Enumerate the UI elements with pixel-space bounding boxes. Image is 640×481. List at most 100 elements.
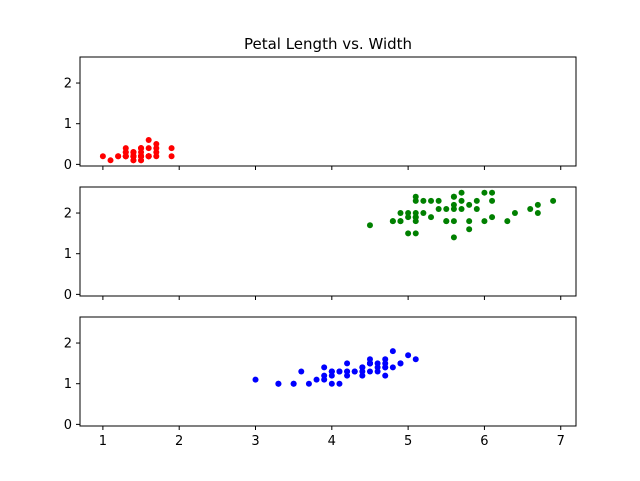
data-point: [374, 364, 381, 371]
x-tick-label: 5: [404, 434, 412, 449]
data-point: [99, 153, 106, 160]
x-tick-label: 3: [251, 434, 259, 449]
data-point: [328, 372, 335, 379]
data-point: [412, 197, 419, 204]
data-point: [366, 356, 373, 363]
data-point: [153, 153, 160, 160]
data-point: [458, 189, 465, 196]
y-tick-label: 1: [64, 377, 72, 392]
data-point: [466, 218, 473, 225]
data-point: [107, 157, 114, 164]
data-point: [321, 372, 328, 379]
data-point: [443, 218, 450, 225]
y-tick-label: 1: [64, 247, 72, 262]
data-point: [428, 197, 435, 204]
data-point: [458, 205, 465, 212]
y-tick-label: 2: [64, 207, 72, 222]
data-point: [366, 368, 373, 375]
data-point: [366, 222, 373, 229]
subplot-2: 0 1 2: [64, 186, 577, 303]
data-point: [412, 356, 419, 363]
data-point: [382, 372, 389, 379]
y-tick-label: 2: [64, 77, 72, 92]
series-2: [366, 189, 557, 241]
data-point: [145, 153, 152, 160]
data-point: [428, 214, 435, 221]
data-point: [458, 197, 465, 204]
data-point: [359, 372, 366, 379]
data-point: [115, 153, 122, 160]
data-point: [130, 153, 137, 160]
data-point: [305, 380, 312, 387]
data-point: [336, 380, 343, 387]
data-point: [290, 380, 297, 387]
data-point: [336, 368, 343, 375]
data-point: [328, 380, 335, 387]
data-point: [397, 218, 404, 225]
data-point: [412, 230, 419, 237]
x-tick-label: 4: [328, 434, 336, 449]
data-point: [450, 218, 457, 225]
data-point: [534, 201, 541, 208]
data-point: [405, 352, 412, 359]
data-point: [534, 210, 541, 217]
data-point: [298, 368, 305, 375]
data-point: [550, 197, 557, 204]
x-tick-label: 1: [99, 434, 107, 449]
data-point: [405, 230, 412, 237]
data-point: [473, 205, 480, 212]
data-point: [435, 197, 442, 204]
data-point: [527, 205, 534, 212]
data-point: [168, 145, 175, 152]
chart-title: Petal Length vs. Width: [244, 35, 412, 53]
data-point: [481, 189, 488, 196]
data-point: [275, 380, 282, 387]
data-point: [138, 145, 145, 152]
data-point: [344, 368, 351, 375]
y-tick-label: 2: [64, 337, 72, 352]
data-point: [397, 210, 404, 217]
data-point: [489, 197, 496, 204]
data-point: [405, 214, 412, 221]
data-point: [382, 360, 389, 367]
subplot-3: 0 1 2 1 2 3 4 5 6 7: [64, 316, 577, 449]
data-point: [153, 141, 160, 148]
data-point: [466, 201, 473, 208]
data-point: [351, 368, 358, 375]
data-point: [435, 205, 442, 212]
data-point: [420, 210, 427, 217]
data-point: [397, 360, 404, 367]
series-3: [252, 348, 419, 387]
data-point: [313, 376, 320, 383]
data-point: [420, 197, 427, 204]
data-point: [450, 201, 457, 208]
data-point: [168, 153, 175, 160]
x-tick-label: 2: [175, 434, 183, 449]
data-point: [412, 218, 419, 225]
data-point: [511, 210, 518, 217]
data-point: [504, 218, 511, 225]
axes-frame: [79, 56, 577, 167]
series-1: [99, 136, 175, 164]
data-point: [489, 189, 496, 196]
data-point: [466, 226, 473, 233]
data-point: [481, 218, 488, 225]
y-tick-label: 0: [64, 158, 72, 173]
subplot-1: 0 1 2: [64, 56, 577, 173]
data-point: [450, 234, 457, 241]
data-point: [389, 364, 396, 371]
data-point: [145, 136, 152, 143]
y-tick-label: 0: [64, 288, 72, 303]
data-point: [489, 214, 496, 221]
axes-frame: [79, 316, 577, 427]
data-point: [321, 364, 328, 371]
x-tick-label: 6: [480, 434, 488, 449]
data-point: [344, 360, 351, 367]
data-point: [138, 153, 145, 160]
data-point: [443, 205, 450, 212]
axes-frame: [79, 186, 577, 297]
data-point: [122, 153, 129, 160]
